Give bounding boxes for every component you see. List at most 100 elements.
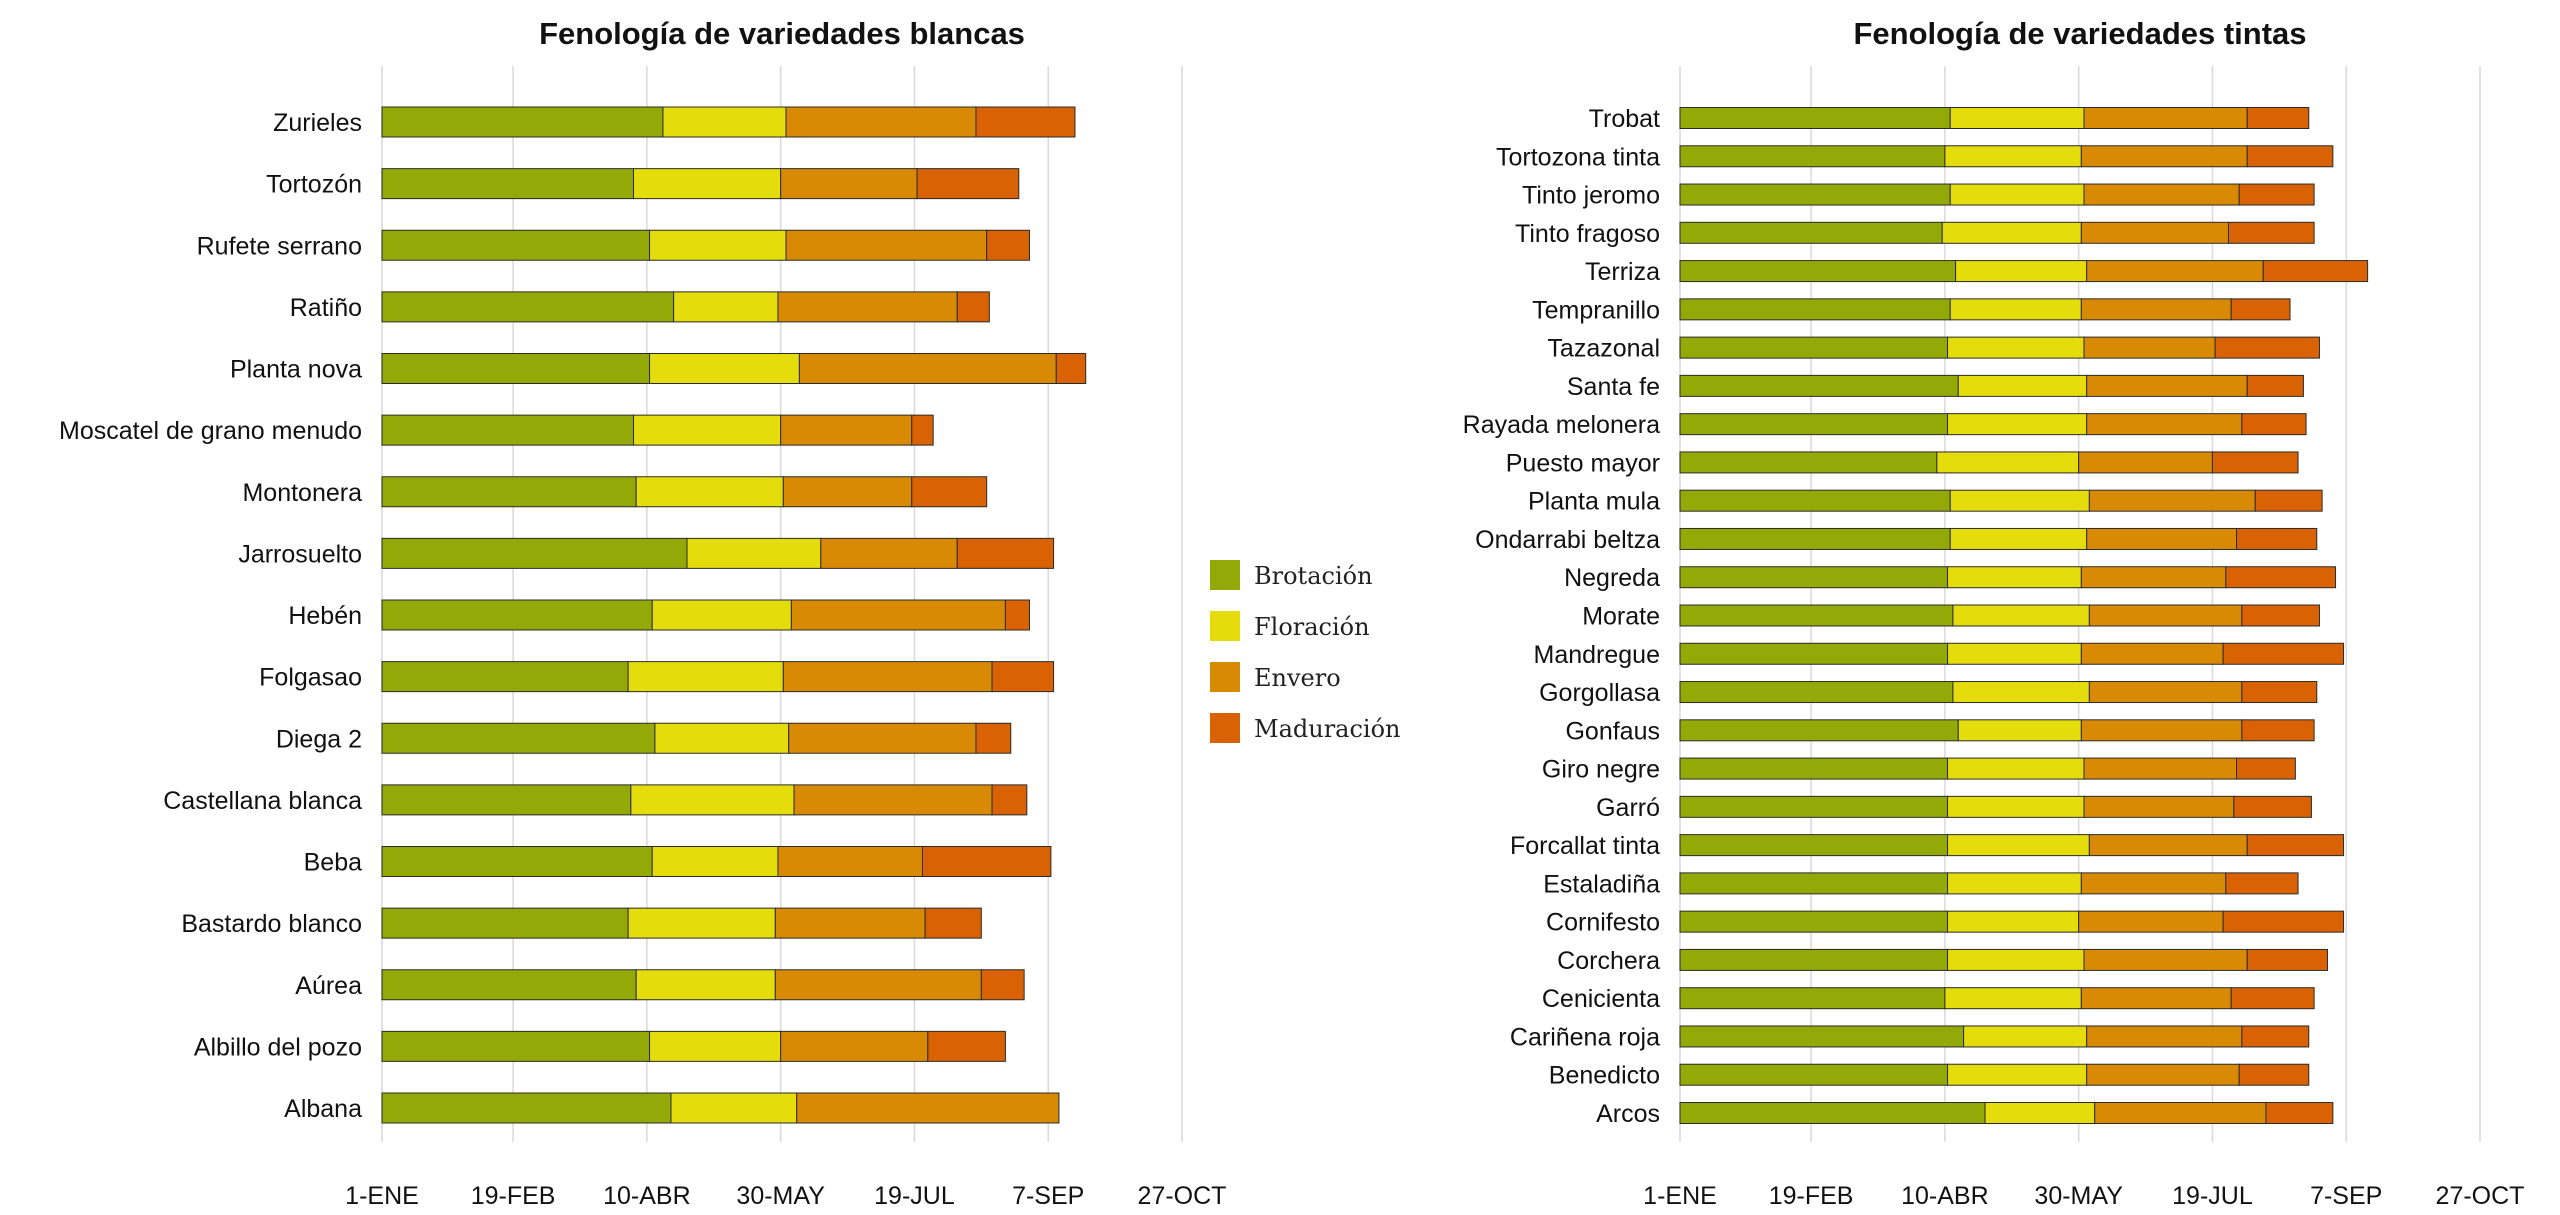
bar-segment-envero (2083, 183, 2240, 206)
bar-segment-floracion (1947, 566, 2082, 589)
chart-title: Fenología de variedades tintas (1853, 16, 2306, 51)
bar-segment-brotacion (381, 537, 688, 569)
bar-segment-envero (774, 969, 982, 1001)
bar-segment-maduracion (1004, 599, 1030, 631)
category-label: Cornifesto (1546, 909, 1660, 937)
bar-row-tinto-fragoso: Tinto fragoso (1515, 220, 2315, 248)
bar-segment-maduracion (2222, 910, 2345, 933)
bar-segment-floracion (670, 1092, 798, 1124)
bar-segment-envero (2080, 298, 2232, 321)
bar-segment-floracion (627, 907, 776, 939)
bar-segment-maduracion (2227, 221, 2315, 244)
bar-row-jarrosuelto: Jarrosuelto (238, 537, 1055, 569)
bar-segment-envero (782, 661, 993, 693)
category-label: Beba (304, 849, 362, 877)
bar-segment-envero (798, 353, 1057, 384)
category-label: Planta nova (230, 356, 362, 384)
bar-row-negreda: Negreda (1564, 564, 2337, 592)
bar-segment-maduracion (2238, 1063, 2310, 1086)
bar-segment-maduracion (2225, 566, 2337, 589)
category-label: Arcos (1596, 1100, 1660, 1128)
chart-title: Fenología de variedades blancas (539, 16, 1025, 51)
bar-row-mandregue: Mandregue (1534, 641, 2345, 669)
bar-segment-brotacion (1679, 910, 1949, 933)
bar-segment-maduracion (2254, 489, 2323, 512)
category-label: Giro negre (1542, 756, 1660, 784)
bar-segment-floracion (686, 537, 822, 569)
category-label: Tortozón (266, 171, 362, 199)
category-label: Tazazonal (1547, 335, 1660, 363)
bar-row-santa-fe: Santa fe (1567, 373, 2304, 401)
bar-segment-envero (2083, 757, 2238, 780)
bar-segment-maduracion (991, 661, 1055, 693)
category-label: Montonera (242, 479, 362, 507)
bar-segment-brotacion (1679, 451, 1938, 474)
bar-row-planta-nova: Planta nova (230, 353, 1087, 384)
bar-row-planta-mula: Planta mula (1528, 488, 2323, 516)
bar-row-giro-negre: Giro negre (1542, 756, 2296, 784)
bar-segment-envero (2086, 374, 2248, 397)
bar-row-ondarrabi-beltza: Ondarrabi beltza (1475, 526, 2318, 554)
category-label: Rayada melonera (1463, 411, 1660, 439)
bar-row-heben: Hebén (288, 599, 1030, 631)
bar-segment-floracion (1947, 795, 2085, 818)
bar-row-trobat: Trobat (1589, 105, 2310, 133)
bar-segment-brotacion (1679, 1025, 1965, 1048)
bar-segment-floracion (1944, 145, 2082, 168)
bar-segment-maduracion (911, 476, 988, 508)
bar-segment-brotacion (1679, 834, 1949, 857)
legend: Brotación Floración Envero Maduración (1210, 560, 1401, 743)
bar-segment-envero (777, 291, 958, 323)
x-tick-label: 1-ENE (1643, 1182, 1717, 1210)
category-label: Zurieles (273, 109, 362, 137)
bar-row-beba: Beba (304, 846, 1052, 877)
category-label: Santa fe (1567, 373, 1660, 401)
bar-segment-maduracion (980, 969, 1025, 1001)
bar-segment-floracion (1949, 107, 2085, 129)
bar-segment-brotacion (1679, 221, 1943, 244)
category-label: Moscatel de grano menudo (59, 417, 362, 445)
bar-segment-floracion (1947, 757, 2085, 780)
x-tick-label: 19-FEB (471, 1182, 556, 1210)
bar-segment-brotacion (1679, 527, 1951, 550)
category-label: Aúrea (295, 972, 362, 1000)
bar-segment-maduracion (2230, 298, 2291, 321)
bar-segment-maduracion (2236, 527, 2318, 550)
bar-segment-envero (780, 168, 918, 200)
category-label: Folgasao (259, 664, 362, 692)
category-label: Forcallat tinta (1510, 832, 1660, 860)
bar-row-aurea: Aúrea (295, 969, 1025, 1001)
bar-segment-envero (2080, 987, 2232, 1010)
bar-segment-envero (2094, 1102, 2267, 1124)
bar-segment-envero (785, 106, 977, 138)
bar-row-tempranillo: Tempranillo (1532, 296, 2291, 324)
bar-segment-envero (2083, 107, 2248, 129)
category-label: Tinto fragoso (1515, 220, 1660, 248)
bar-segment-maduracion (2241, 681, 2318, 704)
bar-segment-floracion (1947, 1063, 2088, 1086)
bar-segment-brotacion (381, 1030, 651, 1062)
bar-segment-floracion (627, 661, 784, 693)
bar-segment-brotacion (381, 291, 675, 323)
bar-segment-floracion (654, 722, 790, 754)
bar-row-tortozon: Tortozón (266, 168, 1020, 200)
bar-segment-floracion (1955, 260, 2088, 283)
bar-segment-envero (780, 1030, 929, 1062)
bar-segment-floracion (1936, 451, 2080, 474)
bar-row-puesto-mayor: Puesto mayor (1506, 449, 2299, 477)
bar-segment-envero (2078, 451, 2213, 474)
bar-segment-brotacion (381, 722, 656, 754)
legend-swatch (1210, 560, 1240, 590)
x-tick-label: 10-ABR (1901, 1182, 1989, 1210)
category-label: Castellana blanca (163, 787, 362, 815)
bar-segment-maduracion (991, 784, 1028, 816)
bar-segment-brotacion (1679, 374, 1959, 397)
category-label: Morate (1582, 603, 1660, 631)
bar-segment-maduracion (956, 291, 990, 323)
bar-segment-floracion (1944, 987, 2082, 1010)
bar-segment-brotacion (381, 353, 651, 384)
bar-segment-maduracion (986, 229, 1030, 261)
bar-segment-brotacion (1679, 489, 1951, 512)
bar-segment-maduracion (2241, 413, 2307, 436)
bar-row-cornifesto: Cornifesto (1546, 909, 2345, 937)
